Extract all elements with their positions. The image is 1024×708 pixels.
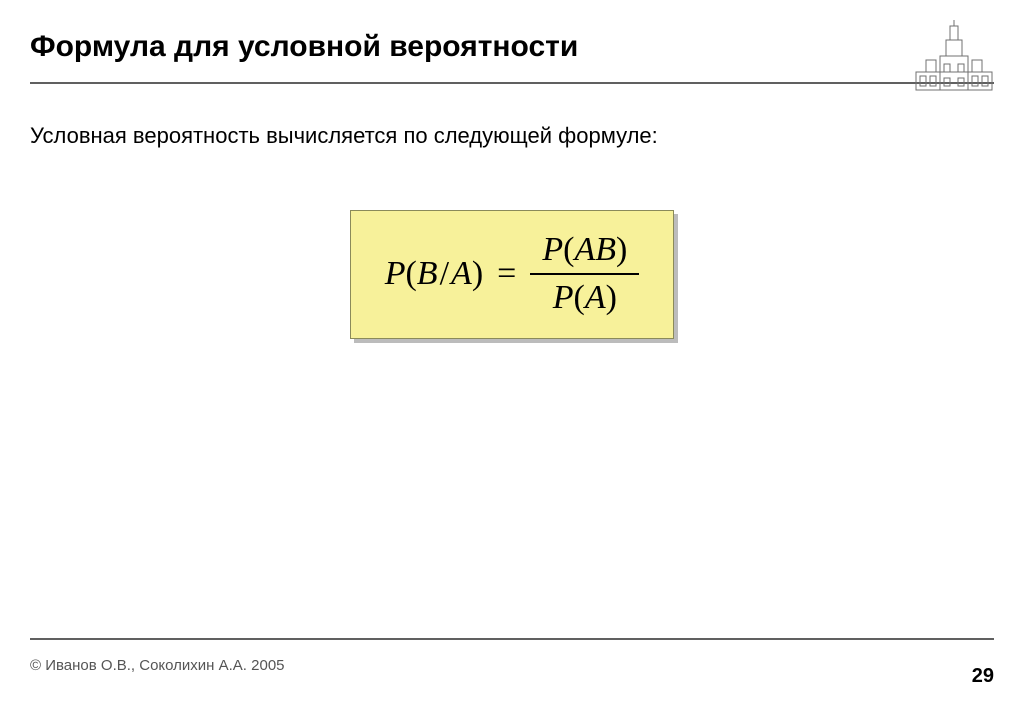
open-paren: ( — [563, 231, 574, 268]
slide-header: Формула для условной вероятности — [0, 0, 1024, 84]
building-icon — [914, 20, 994, 92]
open-paren: ( — [405, 255, 416, 293]
fraction: P(AB) P(A) — [530, 227, 639, 322]
var-ab: AB — [574, 231, 616, 268]
p-symbol: P — [553, 279, 574, 316]
close-paren: ) — [616, 231, 627, 268]
close-paren: ) — [606, 279, 617, 316]
slide-title: Формула для условной вероятности — [30, 30, 994, 64]
formula-box: P ( B / A ) = P(AB) P(A) — [350, 210, 675, 339]
var-a: A — [585, 279, 606, 316]
p-symbol: P — [542, 231, 563, 268]
numerator: P(AB) — [530, 227, 639, 274]
equals-sign: = — [497, 255, 516, 293]
footer-divider — [30, 638, 994, 640]
given-slash: / — [440, 255, 449, 293]
denominator: P(A) — [541, 275, 629, 322]
formula-lhs: P ( B / A ) — [385, 255, 483, 293]
open-paren: ( — [573, 279, 584, 316]
university-logo — [914, 20, 994, 92]
copyright-text: © Иванов О.В., Соколихин А.А. 2005 — [30, 657, 285, 674]
page-number: 29 — [972, 665, 994, 688]
intro-text: Условная вероятность вычисляется по след… — [0, 84, 1024, 152]
var-a: A — [451, 255, 472, 293]
header-divider — [30, 82, 994, 84]
p-symbol: P — [385, 255, 406, 293]
formula-container: P ( B / A ) = P(AB) P(A) — [0, 210, 1024, 339]
close-paren: ) — [472, 255, 483, 293]
var-b: B — [417, 255, 438, 293]
